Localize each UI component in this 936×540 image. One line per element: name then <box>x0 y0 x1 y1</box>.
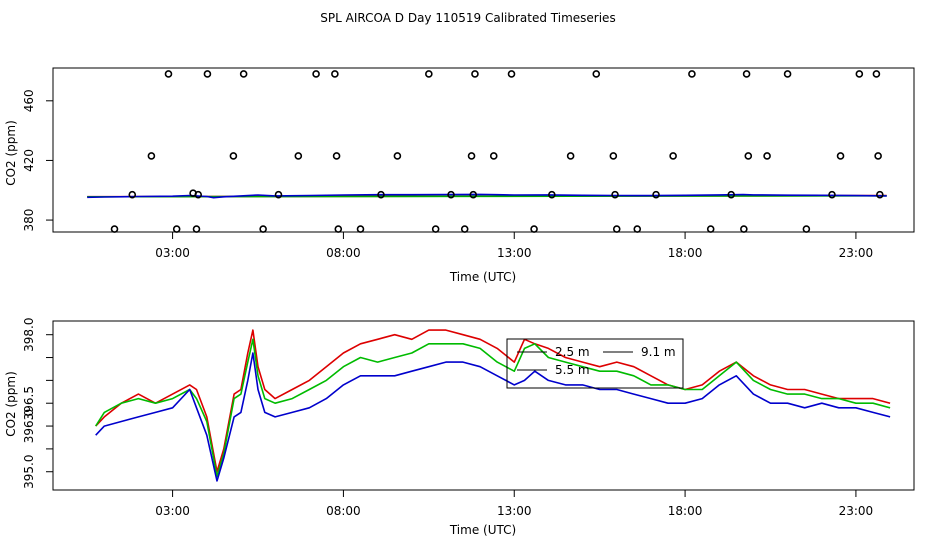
top-data-point <box>425 70 433 78</box>
top-data-point <box>530 225 538 233</box>
top-series-line <box>87 193 887 199</box>
top-data-point <box>110 225 119 233</box>
top-data-point <box>460 225 469 233</box>
top-x-tick-label: 08:00 <box>326 246 361 260</box>
top-data-point <box>652 190 660 199</box>
bottom-y-tick-label: 398.0 <box>22 318 36 352</box>
top-data-point <box>740 225 748 233</box>
top-x-tick-label: 03:00 <box>155 246 190 260</box>
top-data-point <box>706 225 715 233</box>
top-data-point <box>611 190 619 199</box>
top-data-point <box>507 70 516 78</box>
top-data-point <box>239 70 248 78</box>
top-data-point <box>744 152 753 160</box>
top-data-point <box>633 225 642 233</box>
top-data-point <box>836 152 845 160</box>
top-data-point <box>192 225 201 233</box>
top-data-point <box>332 152 341 160</box>
bottom-x-tick-label: 13:00 <box>497 504 532 518</box>
top-data-point <box>669 152 677 160</box>
bottom-series-line <box>95 352 891 482</box>
bottom-series-line <box>95 338 891 478</box>
top-data-point <box>609 152 618 160</box>
top-y-axis-label: CO2 (ppm) <box>4 120 18 186</box>
top-data-point <box>377 190 385 199</box>
top-data-point <box>229 152 238 160</box>
top-data-point <box>172 225 181 233</box>
top-data-point <box>489 152 498 160</box>
top-data-point <box>566 152 575 160</box>
top-data-point <box>855 70 864 78</box>
top-data-point <box>783 70 792 78</box>
top-data-point <box>763 152 771 160</box>
legend-label: 5.5 m <box>555 363 590 377</box>
top-data-point <box>447 190 455 199</box>
top-plot-frame <box>52 67 915 233</box>
top-data-point <box>742 70 751 78</box>
bottom-panel: Time (UTC) CO2 (ppm) 03:00 08:00 13:00 18:0… <box>4 318 915 537</box>
chart-title: SPL AIRCOA D Day 110519 Calibrated Times… <box>320 11 615 25</box>
top-panel: Time (UTC) CO2 (ppm) 03:00 08:00 13:00 18:0… <box>4 67 915 284</box>
legend-label: 9.1 m <box>641 345 676 359</box>
top-x-tick-label: 13:00 <box>497 246 532 260</box>
top-data-point <box>612 225 621 233</box>
top-data-point <box>194 190 203 199</box>
top-data-point <box>331 70 339 78</box>
bottom-y-tick-label: 396.5 <box>22 386 36 420</box>
top-data-point <box>469 190 478 199</box>
top-data-point <box>802 225 811 233</box>
top-data-point <box>393 152 402 160</box>
bottom-y-axis-label: CO2 (ppm) <box>4 371 18 437</box>
top-data-point <box>274 190 283 199</box>
top-data-point <box>874 152 882 160</box>
bottom-x-axis-label: Time (UTC) <box>449 523 516 537</box>
legend-box <box>506 338 684 389</box>
top-data-point <box>334 225 343 233</box>
top-data-point <box>548 190 556 199</box>
bottom-plot-frame <box>52 320 915 491</box>
top-data-point <box>294 152 303 160</box>
bottom-x-tick-label: 03:00 <box>155 504 190 518</box>
top-data-point <box>147 152 156 160</box>
top-x-tick-label: 18:00 <box>668 246 703 260</box>
top-data-point <box>431 225 440 233</box>
legend-label: 2.5 m <box>555 345 590 359</box>
top-data-point <box>203 70 212 78</box>
bottom-x-tick-label: 18:00 <box>668 504 703 518</box>
top-data-point <box>356 225 365 233</box>
top-data-point <box>727 190 736 199</box>
top-data-point <box>312 70 320 78</box>
bottom-x-tick-label: 23:00 <box>839 504 874 518</box>
top-data-point <box>164 70 173 78</box>
top-x-axis-label: Time (UTC) <box>449 270 516 284</box>
top-data-point <box>876 190 884 199</box>
top-x-tick-label: 23:00 <box>839 246 874 260</box>
top-data-point <box>467 152 476 160</box>
bottom-series-line <box>95 329 891 473</box>
top-y-tick-label: 380 <box>22 209 36 232</box>
top-data-point <box>259 225 267 233</box>
top-data-point <box>828 190 836 199</box>
bottom-y-tick-label: 396.0 <box>22 409 36 443</box>
bottom-y-tick-label: 395.0 <box>22 455 36 489</box>
top-y-tick-label: 420 <box>22 149 36 172</box>
top-data-point <box>872 70 881 78</box>
top-data-point <box>471 70 479 78</box>
top-data-point <box>688 70 696 78</box>
top-data-point <box>128 190 137 199</box>
bottom-x-tick-label: 08:00 <box>326 504 361 518</box>
top-data-point <box>592 70 601 78</box>
top-y-tick-label: 460 <box>22 89 36 112</box>
